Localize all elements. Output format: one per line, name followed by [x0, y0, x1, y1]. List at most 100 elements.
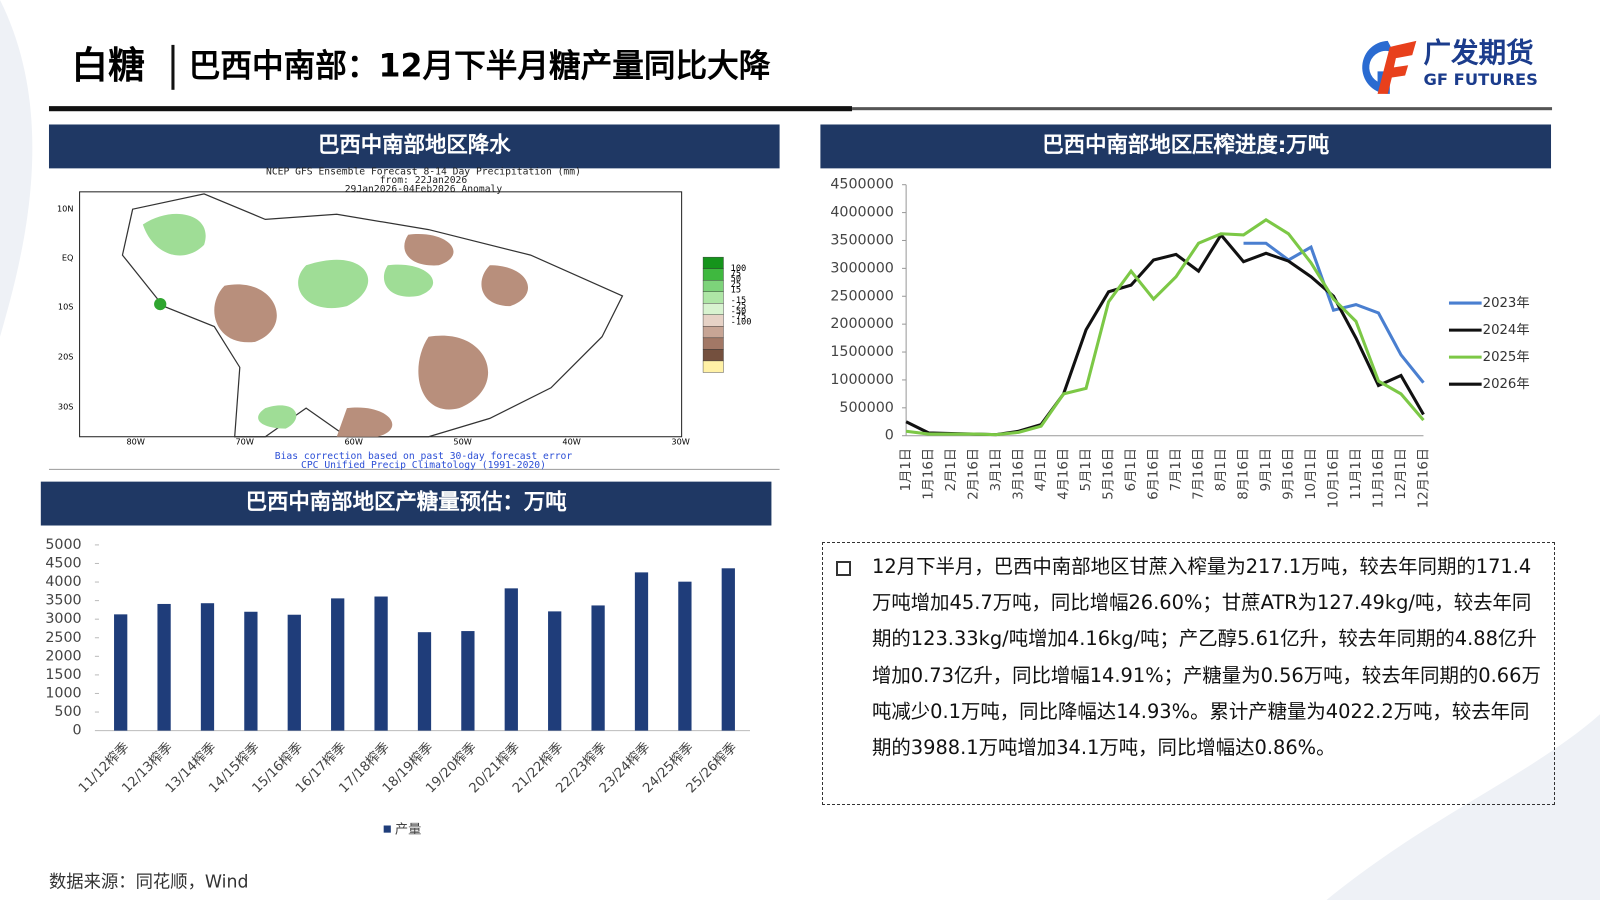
y-tick-label: 5000: [45, 537, 81, 553]
scale-swatch: [702, 268, 724, 281]
x-tick-label: 6月1日: [1124, 448, 1139, 491]
y-tick-label: 3000000: [830, 260, 894, 276]
map-lat-label: 10N: [57, 204, 73, 214]
scale-swatch: [702, 314, 724, 327]
scale-label: 75: [731, 269, 741, 279]
scale-label: 25: [731, 280, 741, 290]
y-tick-label: 4500000: [830, 177, 894, 193]
decor: [0, 0, 33, 337]
y-tick-label: 1500: [45, 667, 81, 683]
scale-label: -50: [731, 307, 747, 317]
bar: [548, 611, 562, 731]
scale-swatch: [702, 337, 724, 350]
x-tick-label: 4月1日: [1034, 448, 1049, 491]
map-lat-label: 30S: [58, 402, 74, 412]
bar: [200, 603, 215, 731]
x-tick-label: 11月16日: [1371, 448, 1386, 508]
panel-title: 巴西中南部地区压榨进度:万吨: [1042, 132, 1329, 158]
map-footer: Bias correction based on past 30-day for…: [275, 451, 573, 462]
panel-title: 巴西中南部地区产糖量预估：万吨: [246, 489, 567, 515]
x-tick-label: 2月1日: [944, 448, 959, 491]
scale-label: -100: [731, 318, 752, 328]
x-tick-label: 4月16日: [1057, 448, 1072, 500]
bar: [114, 614, 128, 731]
y-tick-label: 1500000: [830, 344, 894, 360]
x-tick-label: 6月16日: [1147, 448, 1162, 500]
x-tick-label: 9月16日: [1282, 448, 1297, 500]
map-lat-label: 20S: [58, 352, 74, 362]
bar: [504, 588, 518, 731]
x-tick-label: 3月1日: [989, 448, 1004, 491]
x-tick-label: 12月1日: [1394, 448, 1409, 500]
bullet: [836, 561, 851, 576]
map-frame: [79, 191, 683, 438]
scale-swatch: [702, 326, 724, 339]
map: [79, 191, 683, 438]
map-lon-label: 50W: [453, 436, 471, 446]
section-label: 白糖: [71, 44, 144, 87]
y-tick-label: 2000: [45, 648, 81, 664]
scale-label: 100: [731, 264, 747, 274]
bar: [331, 598, 345, 731]
x-tick-label: 11月1日: [1349, 448, 1364, 500]
map-lon-label: 70W: [235, 436, 253, 446]
scale-label: -25: [731, 301, 747, 311]
decor: [1326, 714, 1600, 900]
rule: [48, 106, 853, 112]
y-tick-label: 3500: [45, 593, 81, 609]
legend-swatch: [383, 825, 391, 833]
series-line: [905, 232, 1425, 437]
bar: [634, 572, 649, 731]
bar: [157, 603, 171, 731]
scale-swatch: [702, 280, 724, 292]
map-lon-label: 80W: [126, 436, 144, 446]
scale-label: -75: [731, 312, 747, 322]
legend-label: 2023年: [1483, 295, 1530, 311]
y-tick-label: 2500: [45, 630, 81, 646]
scale-swatch: [702, 291, 724, 304]
bar: [374, 596, 388, 731]
commentary: 12月下半月，巴西中南部地区甘蔗入榨量为217.1万吨，较去年同期的171.4万…: [872, 555, 1541, 760]
x-tick-label: 7月16日: [1192, 448, 1207, 500]
legend-label: 2026年: [1483, 376, 1530, 392]
bar: [461, 631, 475, 731]
x-tick-label: 9月1日: [1259, 448, 1274, 491]
coastline: [121, 193, 624, 438]
x-tick-label: 12月16日: [1416, 448, 1431, 508]
scale-swatch: [702, 256, 724, 269]
y-tick-label: 0: [885, 428, 894, 444]
map-lon-label: 60W: [344, 436, 362, 446]
panel-header: [48, 124, 780, 169]
series-line: [1243, 241, 1425, 384]
bar: [678, 581, 692, 731]
bar: [287, 614, 301, 731]
scale-swatch: [702, 303, 724, 316]
map-footer: CPC Unified Precip Climatology (1991-202…: [301, 460, 546, 471]
x-tick-label: 10月1日: [1304, 448, 1319, 500]
x-tick-label: 5月1日: [1079, 448, 1094, 491]
map-lat-label: 10S: [58, 302, 74, 312]
bar: [244, 611, 258, 731]
y-tick-label: 3000: [45, 611, 81, 627]
scale-label: 50: [731, 275, 741, 285]
commentary-box: 12月下半月，巴西中南部地区甘蔗入榨量为217.1万吨，较去年同期的171.4万…: [822, 542, 1555, 805]
y-tick-label: 1000000: [830, 372, 894, 388]
scale-label: 15: [731, 286, 741, 296]
y-tick-label: 4500: [45, 555, 81, 571]
x-tick-label: 3月16日: [1012, 448, 1027, 500]
legend-label: 2024年: [1483, 322, 1530, 338]
map-header: from: 22Jan2026: [380, 175, 468, 186]
panel-header: [820, 124, 1552, 169]
logo-text: 广发期货: [1423, 37, 1533, 69]
map-header: 29Jan2026-04Feb2026 Anomaly: [345, 184, 503, 195]
map-lat-label: EQ: [62, 253, 74, 263]
y-tick-label: 4000000: [830, 205, 894, 221]
bar: [591, 605, 605, 731]
panel-title: 巴西中南部地区降水: [318, 132, 511, 158]
scale-label: -15: [731, 296, 747, 306]
x-tick-label: 1月16日: [922, 448, 937, 500]
y-tick-label: 500000: [839, 400, 893, 416]
x-tick-label: 10月16日: [1326, 448, 1341, 508]
scale-swatch: [702, 360, 724, 373]
